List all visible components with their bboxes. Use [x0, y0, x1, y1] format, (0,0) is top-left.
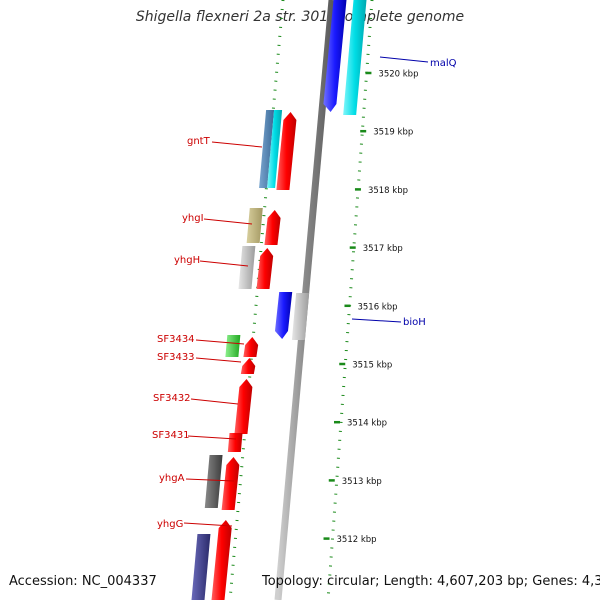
leader-line	[185, 478, 235, 482]
yhgg-gene-a	[191, 534, 211, 600]
accession-text: Accession: NC_004337	[9, 574, 157, 589]
gene-label-yhgi[interactable]: yhgI	[182, 213, 204, 224]
ruler-label: 3515 kbp	[352, 361, 392, 371]
gene-label-yhgg[interactable]: yhgG	[157, 519, 183, 530]
biohsegment-a	[274, 292, 293, 339]
ruler-label: 3517 kbp	[363, 244, 403, 254]
sf3432-gene	[234, 379, 253, 434]
leader-line	[183, 522, 233, 527]
gene-label-yhgh[interactable]: yhgH	[174, 255, 200, 266]
gene-label-bioh[interactable]: bioH	[403, 317, 426, 328]
gene-label-yhga[interactable]: yhgA	[159, 473, 185, 484]
ruler-label: 3518 kbp	[368, 186, 408, 196]
leader-line	[195, 357, 242, 363]
gene-label-sf3433[interactable]: SF3433	[157, 352, 195, 363]
yhgh-gene-a	[238, 246, 256, 289]
genome-title: Shigella flexneri 2a str. 301, complete …	[135, 9, 465, 25]
sf3434-gene	[225, 335, 241, 357]
yhga-gene-a	[204, 455, 223, 508]
ruler-label: 3519 kbp	[373, 128, 413, 138]
malq-gene-b	[343, 0, 367, 115]
biohsegment-b	[291, 293, 310, 340]
gntt-gene-b	[267, 110, 283, 188]
left-guide-line	[228, 0, 285, 600]
leader-line	[199, 260, 249, 267]
leader-line	[203, 218, 253, 225]
leader-line	[190, 398, 239, 405]
yhgi-gene-a	[246, 208, 263, 243]
gene-label-gntt[interactable]: gntT	[187, 136, 211, 147]
leader-line	[379, 56, 429, 63]
ruler-label: 3520 kbp	[378, 70, 418, 80]
sf3433-gene	[240, 358, 256, 374]
ruler-label: 3514 kbp	[347, 419, 387, 429]
topology-text: Topology: circular; Length: 4,607,203 bp…	[262, 574, 600, 589]
yhga-gene-b	[221, 457, 240, 510]
leader-line	[195, 339, 245, 345]
ruler-label: 3516 kbp	[357, 302, 397, 312]
leader-line	[187, 435, 237, 440]
sf3434-gene-red	[243, 337, 259, 357]
gene-label-sf3434[interactable]: SF3434	[157, 334, 195, 345]
sf3431-gene	[227, 433, 243, 452]
gntt-gene-c	[276, 112, 297, 190]
leader-line	[211, 141, 263, 148]
gene-label-malq[interactable]: malQ	[430, 58, 457, 69]
yhgg-gene-b	[211, 520, 232, 600]
ruler-label: 3513 kbp	[342, 477, 382, 487]
gene-label-sf3431[interactable]: SF3431	[152, 430, 190, 441]
malq-gene-a	[323, 0, 347, 112]
ruler-label: 3512 kbp	[337, 535, 377, 545]
yhgh-gene-b	[256, 248, 274, 289]
leader-line	[351, 318, 402, 323]
gene-label-sf3432[interactable]: SF3432	[153, 393, 191, 404]
yhgi-gene-b	[264, 210, 281, 245]
gntt-gene-a	[259, 110, 275, 188]
